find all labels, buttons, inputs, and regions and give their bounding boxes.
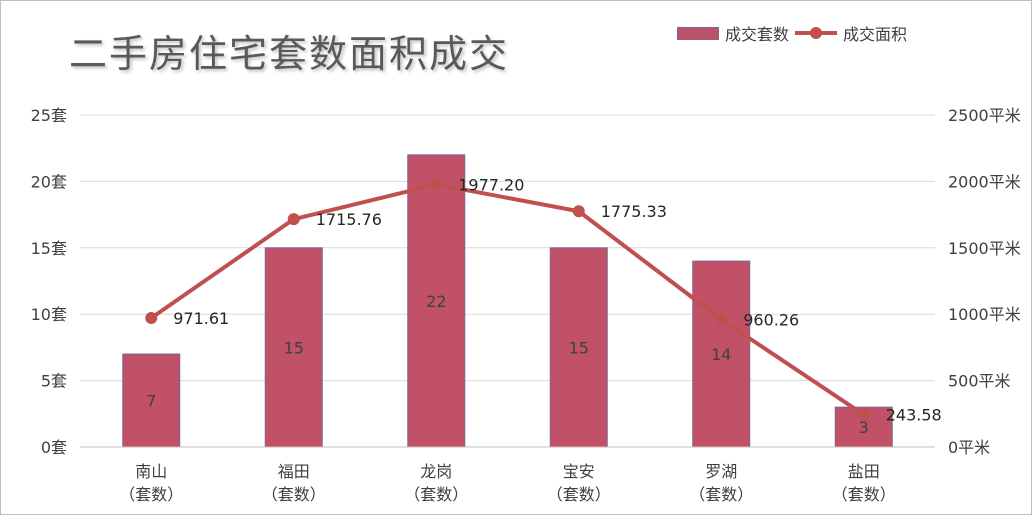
x-category-label: 盐田 xyxy=(848,462,880,481)
y-left-tick-label: 5套 xyxy=(41,372,67,391)
x-category-sublabel: （套数） xyxy=(832,485,896,504)
line-value-label: 243.58 xyxy=(886,406,942,425)
legend-line-label: 成交面积 xyxy=(843,25,908,44)
y-right-tick-label: 2000平米 xyxy=(948,172,1021,191)
legend-item-line: 成交面积 xyxy=(795,21,907,45)
line-value-label: 1715.76 xyxy=(316,210,382,229)
bar-value-label: 22 xyxy=(426,292,446,311)
line-point xyxy=(287,213,300,226)
x-category-label: 南山 xyxy=(135,462,167,481)
x-category-sublabel: （套数） xyxy=(404,485,468,504)
bar-value-label: 3 xyxy=(859,418,869,437)
bar xyxy=(264,247,323,448)
legend-item-bar: 成交套数 xyxy=(677,21,789,45)
line-point xyxy=(430,178,443,191)
y-left-tick-label: 15套 xyxy=(31,239,67,258)
y-left-tick-label: 20套 xyxy=(31,172,67,191)
x-category-sublabel: （套数） xyxy=(689,485,753,504)
y-right-tick-label: 1000平米 xyxy=(948,305,1021,324)
x-category-label: 福田 xyxy=(278,462,310,481)
y-right-tick-label: 2500平米 xyxy=(948,106,1021,125)
x-category-sublabel: （套数） xyxy=(119,485,183,504)
x-category-sublabel: （套数） xyxy=(262,485,326,504)
chart-legend: 成交套数 成交面积 xyxy=(677,21,913,45)
bar-value-label: 14 xyxy=(711,345,731,364)
y-left-tick-label: 0套 xyxy=(41,438,67,457)
axes: 0套 5套 10套 15套 20套 25套 0平米 500平米 1000平米 1500平米 2000… xyxy=(31,106,1021,504)
y-right-tick-label: 500平米 xyxy=(948,372,1011,391)
x-category-label: 龙岗 xyxy=(420,462,452,481)
bar xyxy=(122,353,181,448)
legend-bar-label: 成交套数 xyxy=(725,25,790,44)
line-value-label: 960.26 xyxy=(743,310,799,329)
bar-value-label: 15 xyxy=(284,338,304,357)
chart-title: 二手房住宅套数面积成交 xyxy=(69,32,510,76)
area-line-path xyxy=(150,182,865,417)
y-left-tick-label: 10套 xyxy=(31,305,67,324)
line-point xyxy=(857,408,870,421)
bar-value-label: 15 xyxy=(569,338,589,357)
bar xyxy=(692,260,751,448)
y-right-tick-label: 0平米 xyxy=(948,438,990,457)
bars xyxy=(122,154,893,448)
y-left-tick-label: 25套 xyxy=(31,106,67,125)
line-value-label: 971.61 xyxy=(173,309,229,328)
bar-value-label: 7 xyxy=(146,392,156,411)
legend-bar-swatch xyxy=(677,26,719,40)
legend-line-swatch xyxy=(795,26,838,40)
area-line xyxy=(145,178,870,421)
x-category-sublabel: （套数） xyxy=(547,485,611,504)
line-point xyxy=(145,311,158,324)
line-value-label: 1977.20 xyxy=(458,175,524,194)
line-point xyxy=(715,313,728,326)
y-right-tick-label: 1500平米 xyxy=(948,239,1021,258)
line-value-label: 1775.33 xyxy=(601,202,667,221)
line-point xyxy=(572,205,585,218)
grid-lines xyxy=(80,114,935,382)
x-category-label: 罗湖 xyxy=(705,462,737,481)
x-category-label: 宝安 xyxy=(563,462,595,481)
data-labels: 7 15 22 15 14 3 971.61 1715.76 1977.20 1775.33 960… xyxy=(146,175,942,437)
